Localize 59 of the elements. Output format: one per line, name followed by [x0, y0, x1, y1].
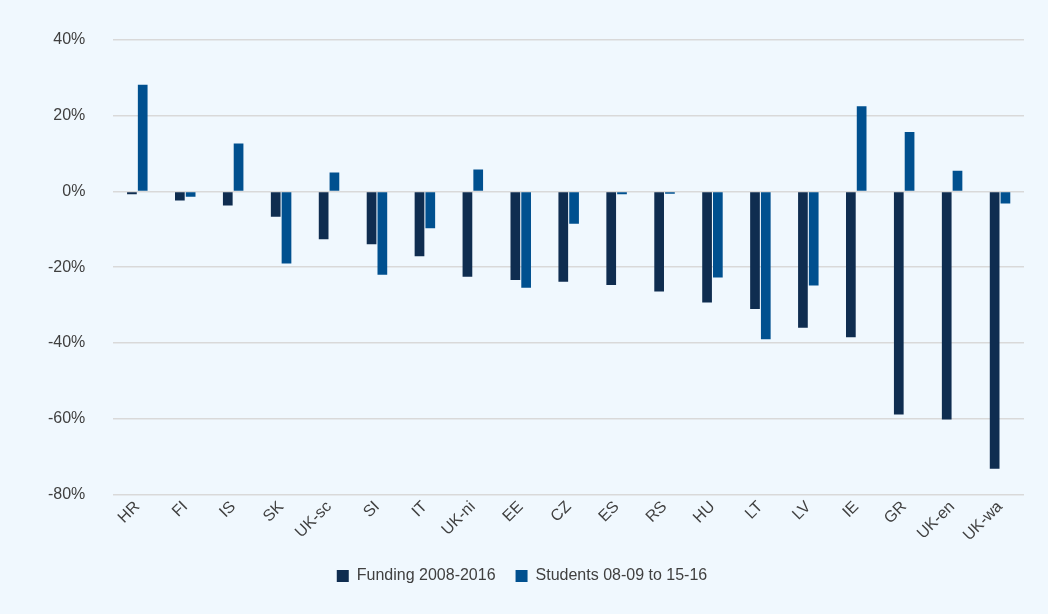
bar — [569, 192, 579, 224]
bar — [521, 192, 531, 288]
bar — [606, 192, 617, 286]
x-tick-label: SI — [359, 497, 383, 521]
bar — [702, 192, 712, 303]
bar — [989, 192, 1000, 469]
x-tick-label: FI — [168, 497, 191, 520]
bar — [137, 84, 148, 191]
x-tick-label: SK — [259, 497, 287, 525]
bar — [377, 192, 388, 275]
bar — [473, 169, 484, 191]
x-tick-label: IE — [838, 497, 862, 521]
x-tick-label: IS — [215, 497, 239, 521]
bar — [798, 192, 808, 328]
y-tick-label: 0% — [62, 181, 86, 199]
bar — [558, 192, 569, 282]
bar — [750, 192, 760, 309]
bar — [654, 192, 664, 292]
bar — [185, 192, 196, 197]
legend-label: Students 08-09 to 15-16 — [535, 566, 708, 584]
bar — [366, 192, 377, 245]
bar — [952, 170, 963, 191]
x-tick-label: HR — [114, 497, 143, 526]
y-tick-label: -40% — [47, 333, 86, 351]
bar — [893, 192, 904, 415]
bar — [175, 192, 185, 201]
x-tick-label: LT — [741, 497, 766, 522]
x-tick-label: GR — [880, 497, 910, 527]
bar — [329, 172, 340, 191]
bar — [281, 192, 292, 264]
y-tick-label: -80% — [47, 484, 86, 502]
x-tick-label: CZ — [546, 497, 575, 525]
bar — [856, 106, 867, 191]
bar — [425, 192, 436, 229]
bar — [222, 192, 233, 206]
bar — [318, 192, 329, 240]
x-tick-label: IT — [408, 497, 431, 520]
x-tick-label: RS — [642, 497, 670, 526]
x-tick-label: EE — [498, 497, 526, 525]
bar — [760, 192, 771, 340]
legend-label: Funding 2008-2016 — [356, 566, 496, 584]
bar — [414, 192, 425, 257]
y-tick-label: -60% — [47, 409, 86, 427]
bar — [233, 143, 244, 191]
x-tick-label: ES — [594, 497, 622, 525]
x-tick-label: LV — [788, 497, 814, 523]
bar — [713, 192, 723, 278]
y-tick-label: 40% — [53, 30, 86, 48]
bar — [904, 132, 915, 191]
bar — [462, 192, 473, 277]
bar — [510, 192, 521, 281]
bar — [270, 192, 281, 217]
bar — [941, 192, 952, 420]
bar — [1000, 192, 1011, 204]
bar — [808, 192, 819, 286]
y-tick-label: 20% — [53, 106, 86, 124]
x-tick-label: HU — [689, 497, 718, 526]
y-tick-label: -20% — [47, 257, 86, 275]
bar — [846, 192, 856, 338]
